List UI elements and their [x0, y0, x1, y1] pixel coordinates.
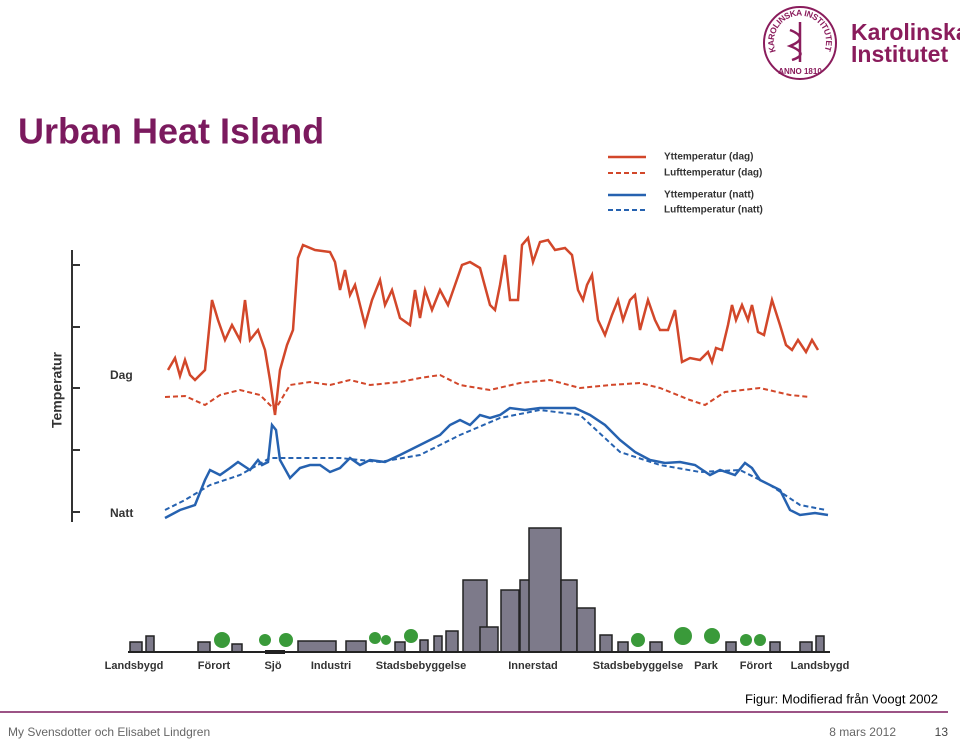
legend: Yttemperatur (dag) Lufttemperatur (dag) … [608, 152, 763, 216]
legend-label: Yttemperatur (natt) [664, 190, 754, 201]
logo-name: Institutet [851, 41, 948, 67]
day-surface-curve [166, 235, 820, 416]
logo: KAROLINSKA INSTITUTET ANNO 1810 Karolins… [763, 6, 960, 80]
caption: Figur: Modifierad från Voogt 2002 [745, 691, 938, 706]
axis-label: Temperatur [49, 351, 65, 428]
page-number: 13 [935, 725, 949, 739]
level-label: Dag [110, 368, 133, 382]
seal-year: ANNO 1810 [778, 67, 822, 76]
zone-label: Förort [740, 660, 773, 672]
day-air-curve [164, 373, 811, 412]
footer-authors: My Svensdotter och Elisabet Lindgren [8, 725, 210, 739]
zone-label: Stadsbebyggelse [376, 660, 466, 672]
landscape [128, 527, 830, 654]
legend-label: Lufttemperatur (natt) [664, 205, 763, 216]
level-label: Natt [110, 506, 133, 520]
night-surface-curve [164, 406, 829, 520]
zone-label: Landsbygd [105, 660, 164, 672]
footer-date: 8 mars 2012 [829, 725, 896, 739]
legend-label: Lufttemperatur (dag) [664, 168, 762, 179]
zone-label: Landsbygd [791, 660, 850, 672]
zone-label: Förort [198, 660, 231, 672]
zone-label: Sjö [264, 660, 281, 672]
seal-ring [763, 6, 837, 80]
zone-label: Innerstad [508, 660, 558, 672]
night-air-curve [164, 408, 827, 511]
axis [71, 250, 80, 522]
zone-label: Industri [311, 660, 351, 672]
logo-name: Karolinska [851, 19, 960, 45]
slide-title: Urban Heat Island [18, 111, 324, 152]
legend-label: Yttemperatur (dag) [664, 152, 753, 163]
zone-label: Stadsbebyggelse [593, 660, 683, 672]
seal-emblem [786, 22, 802, 62]
zone-label: Park [694, 660, 719, 672]
